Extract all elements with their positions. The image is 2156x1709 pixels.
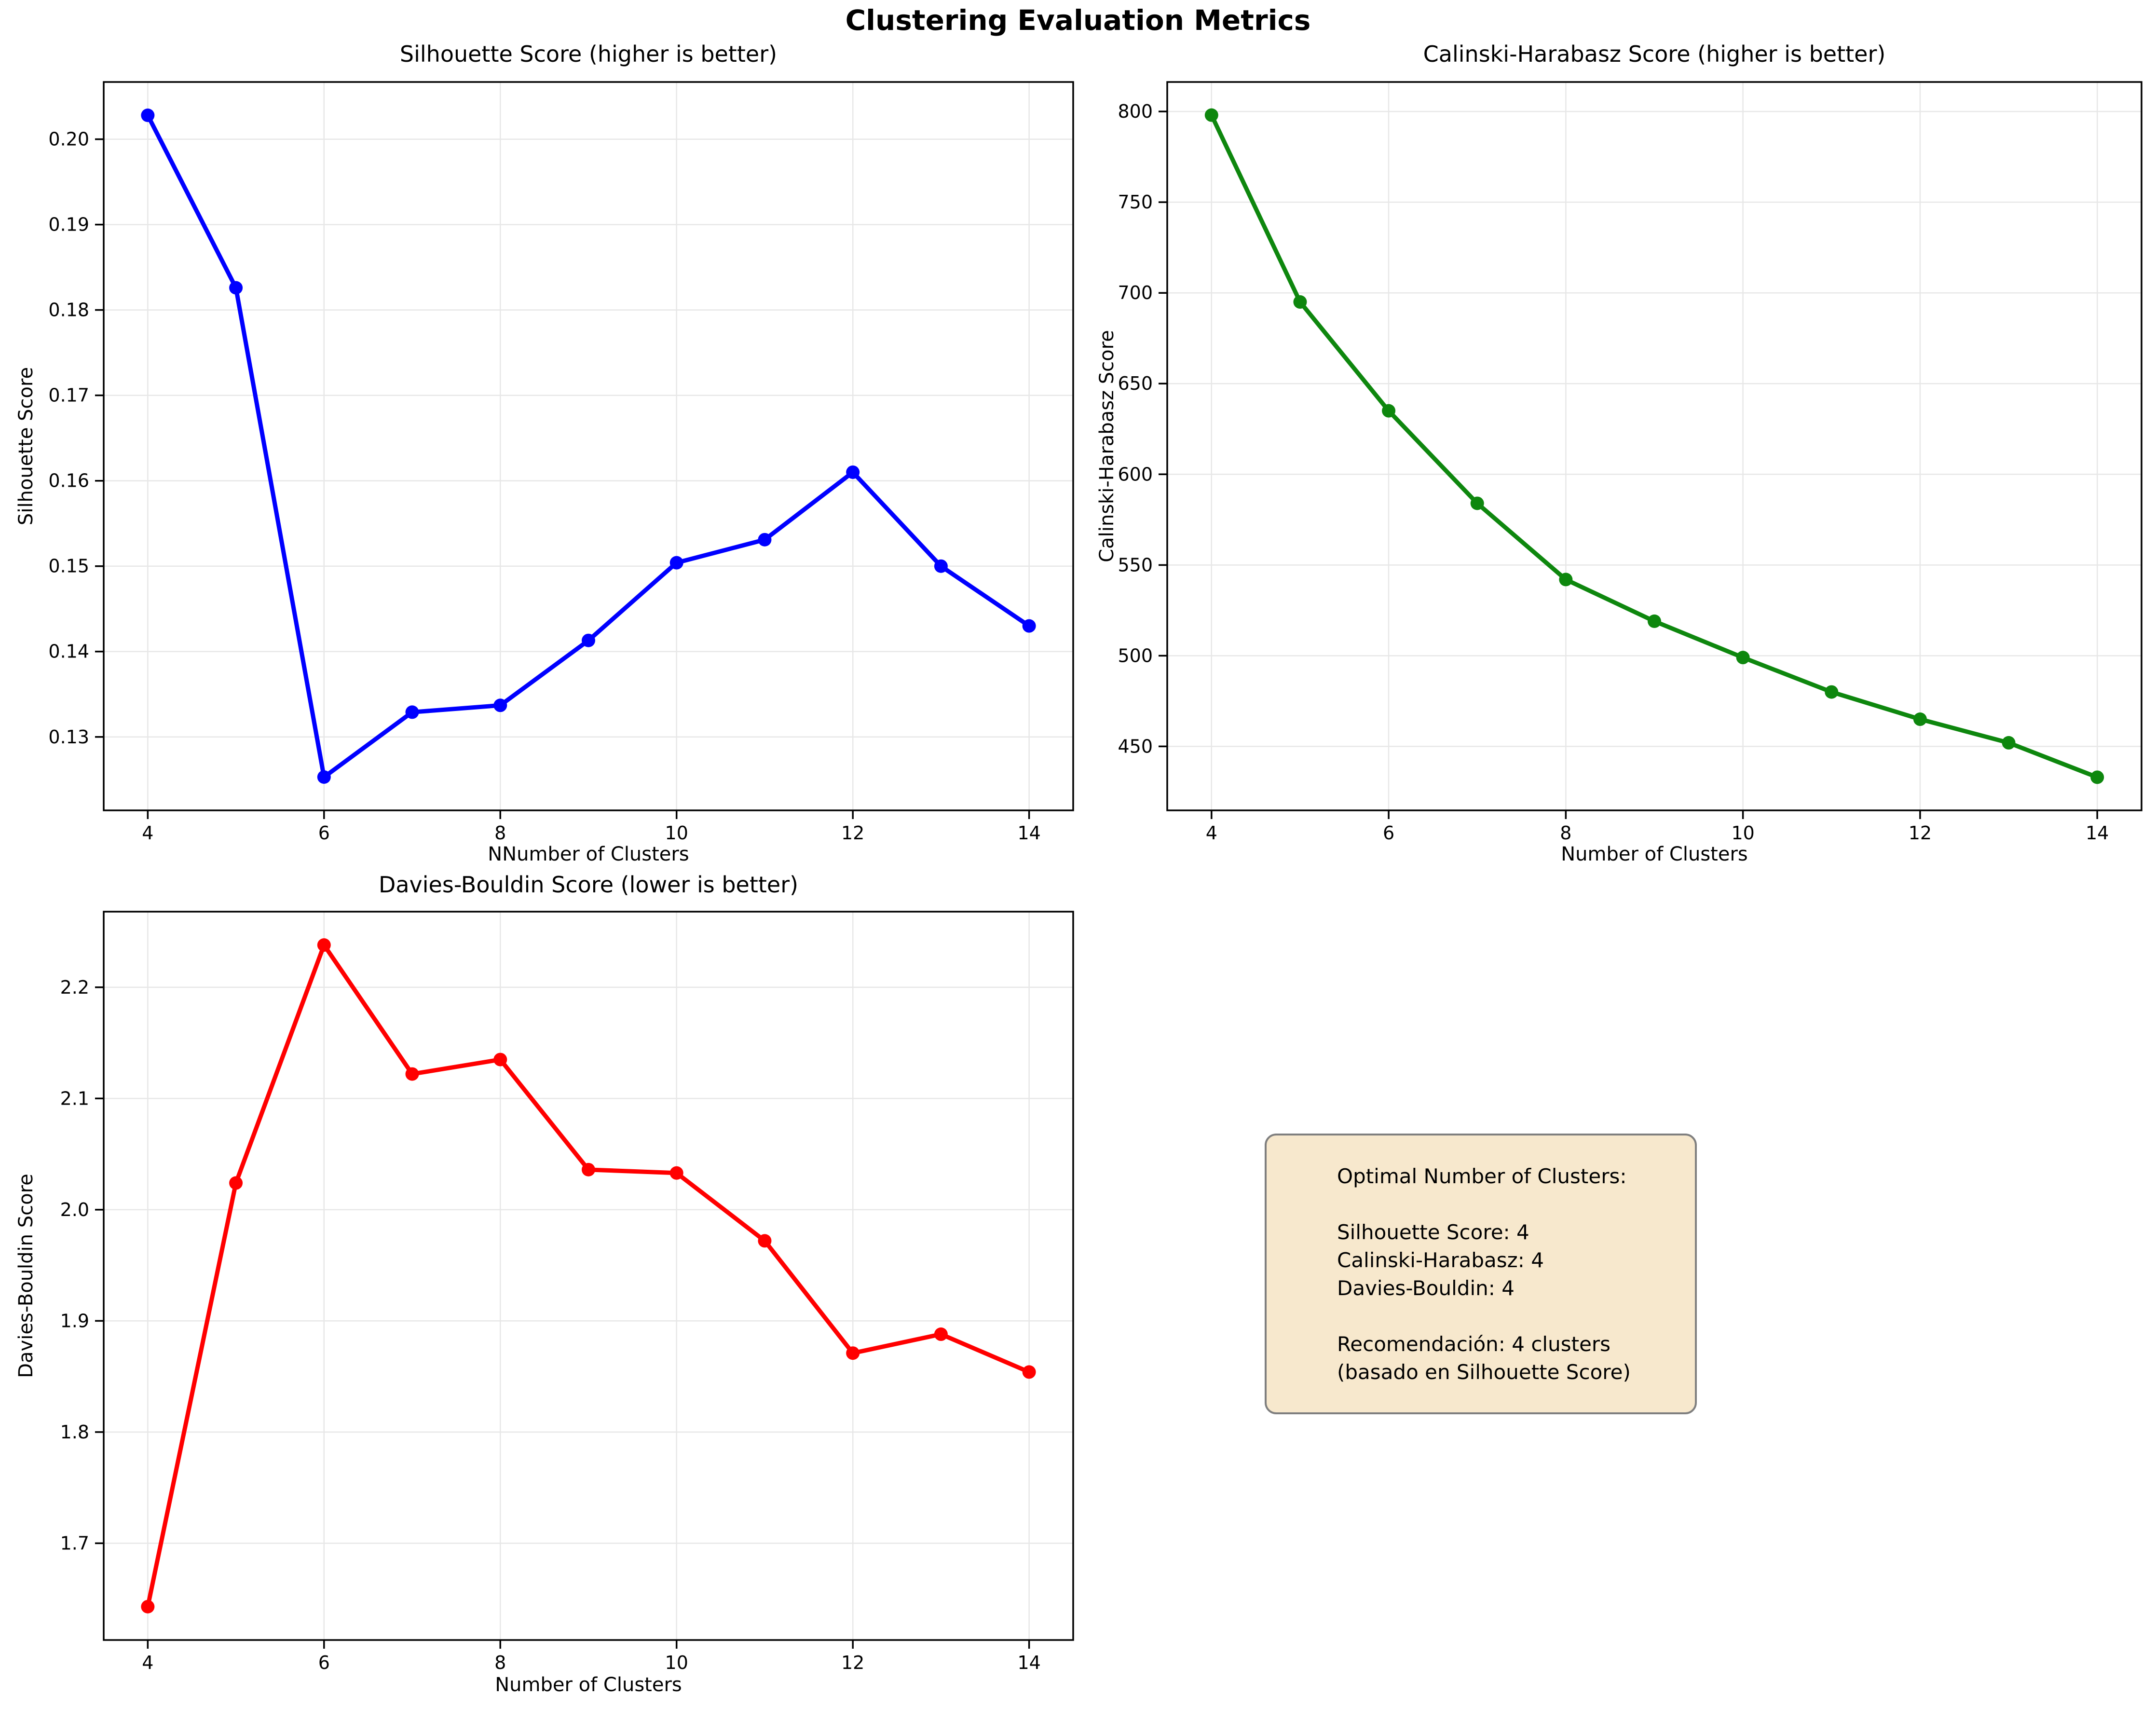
svg-text:1.9: 1.9 bbox=[60, 1310, 89, 1331]
info-box-calinski-line: Calinski-Harabasz: 4 bbox=[1337, 1248, 1544, 1272]
plot-area-davies: 4 6 8 10 12 14 1.7 1.8 1.9 2.0 2.1 2.2 bbox=[60, 911, 1074, 1673]
svg-text:0.20: 0.20 bbox=[48, 129, 89, 150]
svg-text:550: 550 bbox=[1118, 554, 1153, 575]
svg-text:2.2: 2.2 bbox=[60, 977, 89, 998]
info-box-recommendation-line: Recomendación: 4 clusters bbox=[1337, 1332, 1611, 1356]
svg-text:6: 6 bbox=[318, 1652, 330, 1673]
svg-text:0.18: 0.18 bbox=[48, 300, 89, 321]
y-axis-label: Silhouette Score bbox=[15, 367, 37, 526]
svg-text:500: 500 bbox=[1118, 645, 1153, 666]
svg-text:450: 450 bbox=[1118, 736, 1153, 757]
svg-text:2.0: 2.0 bbox=[60, 1199, 89, 1220]
svg-text:600: 600 bbox=[1118, 464, 1153, 485]
plot-area-calinski: 4 6 8 10 12 14 450 500 550 600 650 700 750 800 bbox=[1118, 81, 2142, 844]
svg-text:8: 8 bbox=[494, 1652, 506, 1673]
svg-text:1.7: 1.7 bbox=[60, 1532, 89, 1554]
svg-text:650: 650 bbox=[1118, 373, 1153, 394]
svg-text:0.15: 0.15 bbox=[48, 556, 89, 577]
svg-text:0.13: 0.13 bbox=[48, 726, 89, 748]
x-axis-label: Number of Clusters bbox=[495, 1674, 682, 1696]
chart-silhouette-score: 4 6 8 10 12 14 0.13 0.14 0.15 0.16 0.17 0.18 0.19 0.2… bbox=[0, 0, 1078, 907]
info-box-davies-line: Davies-Bouldin: 4 bbox=[1337, 1276, 1515, 1300]
svg-text:10: 10 bbox=[665, 1652, 688, 1673]
svg-text:14: 14 bbox=[1017, 822, 1040, 844]
chart-title: Davies-Bouldin Score (lower is better) bbox=[378, 872, 799, 898]
svg-text:12: 12 bbox=[841, 1652, 864, 1673]
svg-text:0.17: 0.17 bbox=[48, 385, 89, 406]
svg-text:0.19: 0.19 bbox=[48, 214, 89, 235]
svg-text:800: 800 bbox=[1118, 101, 1153, 122]
figure-title: Clustering Evaluation Metrics bbox=[845, 4, 1311, 37]
svg-text:8: 8 bbox=[494, 822, 506, 844]
y-axis-label: Davies-Bouldin Score bbox=[15, 1174, 37, 1378]
svg-text:0.16: 0.16 bbox=[48, 470, 89, 492]
svg-text:8: 8 bbox=[1560, 822, 1571, 844]
svg-text:4: 4 bbox=[142, 1652, 153, 1673]
plot-area-silhouette: 4 6 8 10 12 14 0.13 0.14 0.15 0.16 0.17 0.18 0.19 0.2… bbox=[48, 81, 1074, 844]
svg-text:10: 10 bbox=[665, 822, 688, 844]
x-axis-label: Number of Clusters bbox=[1561, 843, 1748, 865]
svg-text:750: 750 bbox=[1118, 191, 1153, 213]
chart-calinski-harabasz-score: 4 6 8 10 12 14 450 500 550 600 650 700 750 800 Calins… bbox=[1078, 0, 2156, 907]
svg-text:12: 12 bbox=[841, 822, 864, 844]
info-box: Optimal Number of Clusters: Silhouette S… bbox=[1265, 1134, 1697, 1414]
svg-text:1.8: 1.8 bbox=[60, 1422, 89, 1443]
info-box-recommendation-basis-line: (basado en Silhouette Score) bbox=[1337, 1360, 1631, 1384]
svg-text:4: 4 bbox=[142, 822, 153, 844]
chart-davies-bouldin-score: 4 6 8 10 12 14 1.7 1.8 1.9 2.0 2.1 2.2 Davies-Bould… bbox=[0, 834, 1078, 1709]
chart-title: Silhouette Score (higher is better) bbox=[399, 41, 778, 67]
info-box-blank-line bbox=[1337, 1302, 1680, 1330]
chart-title: Calinski-Harabasz Score (higher is bette… bbox=[1423, 41, 1886, 67]
svg-text:10: 10 bbox=[1731, 822, 1754, 844]
info-box-blank-line bbox=[1337, 1190, 1680, 1218]
svg-text:6: 6 bbox=[318, 822, 330, 844]
svg-text:2.1: 2.1 bbox=[60, 1088, 89, 1109]
y-axis-label: Calinski-Harabasz Score bbox=[1096, 330, 1118, 562]
svg-text:700: 700 bbox=[1118, 282, 1153, 303]
svg-text:14: 14 bbox=[1017, 1652, 1040, 1673]
info-box-silhouette-line: Silhouette Score: 4 bbox=[1337, 1220, 1529, 1244]
svg-text:12: 12 bbox=[1909, 822, 1932, 844]
svg-text:4: 4 bbox=[1206, 822, 1217, 844]
info-box-heading: Optimal Number of Clusters: bbox=[1337, 1164, 1627, 1188]
svg-text:14: 14 bbox=[2086, 822, 2109, 844]
x-axis-label: NNumber of Clusters bbox=[488, 843, 689, 865]
svg-text:6: 6 bbox=[1383, 822, 1394, 844]
svg-text:0.14: 0.14 bbox=[48, 641, 89, 662]
